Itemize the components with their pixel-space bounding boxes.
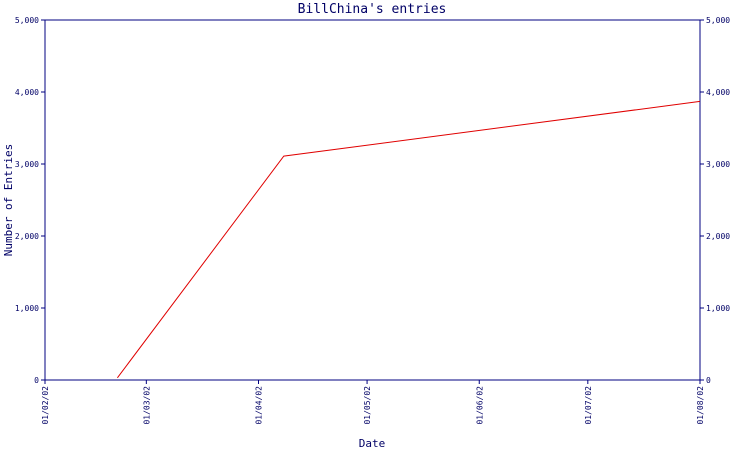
x-tick-label: 01/05/02	[363, 386, 372, 425]
series-group	[117, 100, 701, 379]
x-tick-label: 01/08/02	[696, 386, 705, 425]
y-tick-label-left: 2,000	[15, 232, 39, 241]
y-axis-right: 0 1,000 2,000 3,000 4,000 5,000	[700, 16, 730, 385]
y-tick-label-left: 4,000	[15, 88, 39, 97]
y-tick-label-left: 3,000	[15, 160, 39, 169]
y-tick-label-right: 4,000	[706, 88, 730, 97]
y-tick-label-left: 5,000	[15, 16, 39, 25]
y-tick-label-left: 1,000	[15, 304, 39, 313]
x-axis-title: Date	[359, 437, 386, 450]
chart-title: BillChina's entries	[298, 2, 447, 17]
y-tick-label-right: 3,000	[706, 160, 730, 169]
x-tick-label: 01/02/02	[41, 386, 50, 425]
plot-frame	[44, 19, 701, 381]
y-tick-label-right: 5,000	[706, 16, 730, 25]
x-axis: 01/02/02 01/03/02 01/04/02 01/05/02 01/06/02…	[41, 380, 705, 425]
y-tick-label-right: 2,000	[706, 232, 730, 241]
x-tick-label: 01/06/02	[475, 386, 484, 425]
y-axis-left: 0 1,000 2,000 3,000 4,000 5,000	[15, 16, 45, 385]
y-tick-label-right: 1,000	[706, 304, 730, 313]
y-tick-label-right: 0	[706, 376, 711, 385]
y-tick-label-left: 0	[34, 376, 39, 385]
y-axis-title: Number of Entries	[2, 144, 15, 257]
x-tick-label: 01/04/02	[255, 386, 264, 425]
series-line	[117, 100, 701, 379]
x-tick-label: 01/07/02	[584, 386, 593, 425]
x-tick-label: 01/03/02	[142, 386, 151, 425]
